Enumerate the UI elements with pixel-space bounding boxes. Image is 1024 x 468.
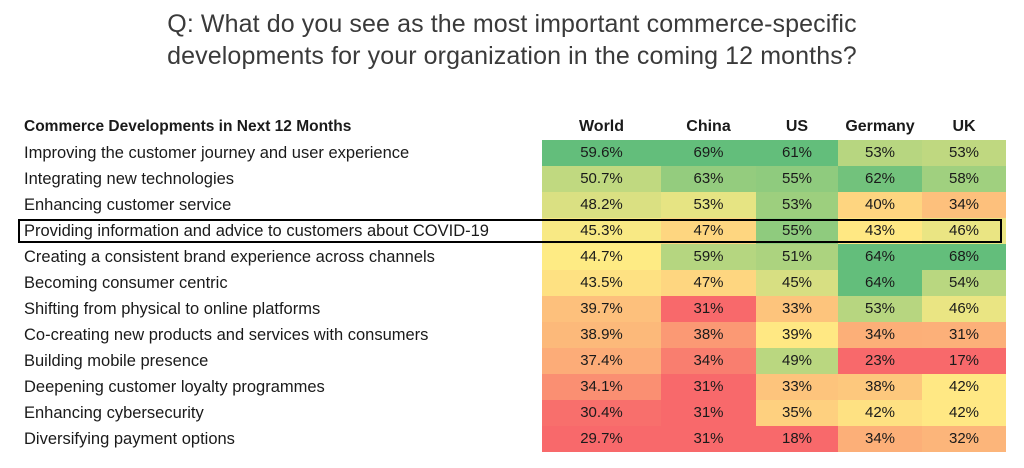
heatmap-cell-us: 55% — [756, 218, 838, 244]
heatmap-cell-china: 53% — [661, 192, 756, 218]
table-row: Providing information and advice to cust… — [18, 218, 1006, 244]
table-row: Deepening customer loyalty programmes 34.… — [18, 374, 1006, 400]
heatmap-cell-china: 63% — [661, 166, 756, 192]
row-label: Creating a consistent brand experience a… — [24, 248, 435, 266]
heatmap-cell-world: 48.2% — [542, 192, 661, 218]
chart-title: Q: What do you see as the most important… — [0, 8, 1024, 72]
heatmap-cell-china: 31% — [661, 296, 756, 322]
row-label: Providing information and advice to cust… — [24, 222, 489, 240]
table-row: Diversifying payment options 29.7% 31% 18% 3… — [18, 426, 1006, 452]
heatmap-cell-china: 59% — [661, 244, 756, 270]
heatmap-cell-uk: 46% — [922, 296, 1006, 322]
heatmap-cell-germany: 34% — [838, 322, 922, 348]
heatmap-cell-uk: 34% — [922, 192, 1006, 218]
table-row: Shifting from physical to online platfor… — [18, 296, 1006, 322]
row-label: Diversifying payment options — [24, 430, 235, 448]
column-header-china: China — [686, 118, 731, 135]
row-label: Enhancing cybersecurity — [24, 404, 204, 422]
row-label: Enhancing customer service — [24, 196, 232, 214]
heatmap-cell-germany: 42% — [838, 400, 922, 426]
heatmap-cell-us: 51% — [756, 244, 838, 270]
heatmap-cell-world: 38.9% — [542, 322, 661, 348]
heatmap-table: Commerce Developments in Next 12 Months … — [18, 114, 1006, 452]
heatmap-cell-germany: 53% — [838, 140, 922, 166]
heatmap-cell-china: 69% — [661, 140, 756, 166]
table-row: Co-creating new products and services wi… — [18, 322, 1006, 348]
row-label: Improving the customer journey and user … — [24, 144, 410, 162]
heatmap-cell-uk: 42% — [922, 400, 1006, 426]
table-row: Creating a consistent brand experience a… — [18, 244, 1006, 270]
row-label: Co-creating new products and services wi… — [24, 326, 429, 344]
heatmap-cell-world: 39.7% — [542, 296, 661, 322]
heatmap-cell-us: 33% — [756, 374, 838, 400]
row-label: Becoming consumer centric — [24, 274, 228, 292]
column-header-germany: Germany — [845, 118, 915, 135]
heatmap-cell-us: 53% — [756, 192, 838, 218]
row-header-label: Commerce Developments in Next 12 Months — [24, 118, 352, 135]
heatmap-cell-uk: 53% — [922, 140, 1006, 166]
heatmap-cell-world: 44.7% — [542, 244, 661, 270]
heatmap-cell-uk: 42% — [922, 374, 1006, 400]
heatmap-cell-germany: 38% — [838, 374, 922, 400]
heatmap-cell-world: 45.3% — [542, 218, 661, 244]
column-header-us: US — [785, 118, 809, 135]
heatmap-cell-uk: 46% — [922, 218, 1006, 244]
row-label: Integrating new technologies — [24, 170, 235, 188]
table-row: Improving the customer journey and user … — [18, 140, 1006, 166]
heatmap-cell-us: 45% — [756, 270, 838, 296]
heatmap-cell-us: 61% — [756, 140, 838, 166]
heatmap-cell-uk: 58% — [922, 166, 1006, 192]
heatmap-cell-world: 37.4% — [542, 348, 661, 374]
table-row: Enhancing customer service 48.2% 53% 53% 40%… — [18, 192, 1006, 218]
heatmap-cell-china: 47% — [661, 270, 756, 296]
heatmap-cell-uk: 17% — [922, 348, 1006, 374]
heatmap-cell-us: 33% — [756, 296, 838, 322]
heatmap-cell-china: 38% — [661, 322, 756, 348]
table-row: Becoming consumer centric 43.5% 47% 45% 64% 5… — [18, 270, 1006, 296]
heatmap-cell-world: 59.6% — [542, 140, 661, 166]
heatmap-cell-germany: 64% — [838, 270, 922, 296]
column-header-uk: UK — [952, 118, 976, 135]
heatmap-cell-uk: 32% — [922, 426, 1006, 452]
heatmap-cell-world: 30.4% — [542, 400, 661, 426]
heatmap-cell-world: 50.7% — [542, 166, 661, 192]
table-row: Building mobile presence 37.4% 34% 49% 23% 17… — [18, 348, 1006, 374]
heatmap-cell-us: 49% — [756, 348, 838, 374]
heatmap-cell-uk: 31% — [922, 322, 1006, 348]
heatmap-cell-world: 29.7% — [542, 426, 661, 452]
row-label: Building mobile presence — [24, 352, 209, 370]
column-header-world: World — [578, 118, 625, 135]
heatmap-cell-china: 34% — [661, 348, 756, 374]
heatmap-cell-germany: 34% — [838, 426, 922, 452]
heatmap-cell-germany: 23% — [838, 348, 922, 374]
heatmap-cell-world: 34.1% — [542, 374, 661, 400]
heatmap-cell-germany: 62% — [838, 166, 922, 192]
heatmap-cell-china: 31% — [661, 400, 756, 426]
title-line-1: Q: What do you see as the most important… — [167, 10, 857, 38]
heatmap-cell-germany: 43% — [838, 218, 922, 244]
heatmap-cell-us: 39% — [756, 322, 838, 348]
table-row: Integrating new technologies 50.7% 63% 55% 6… — [18, 166, 1006, 192]
heatmap-cell-uk: 54% — [922, 270, 1006, 296]
heatmap-cell-china: 31% — [661, 426, 756, 452]
heatmap-cell-us: 18% — [756, 426, 838, 452]
heatmap-cell-us: 35% — [756, 400, 838, 426]
heatmap-cell-germany: 40% — [838, 192, 922, 218]
table-row: Enhancing cybersecurity 30.4% 31% 35% 42% 42% — [18, 400, 1006, 426]
heatmap-cell-china: 31% — [661, 374, 756, 400]
heatmap-cell-germany: 64% — [838, 244, 922, 270]
heatmap-cell-uk: 68% — [922, 244, 1006, 270]
heatmap-cell-china: 47% — [661, 218, 756, 244]
heatmap-cell-world: 43.5% — [542, 270, 661, 296]
heatmap-cell-us: 55% — [756, 166, 838, 192]
title-line-2: developments for your organization in th… — [167, 42, 857, 70]
row-label: Deepening customer loyalty programmes — [24, 378, 325, 396]
heatmap-cell-germany: 53% — [838, 296, 922, 322]
header-row: Commerce Developments in Next 12 Months … — [18, 114, 1006, 140]
row-label: Shifting from physical to online platfor… — [24, 300, 321, 318]
